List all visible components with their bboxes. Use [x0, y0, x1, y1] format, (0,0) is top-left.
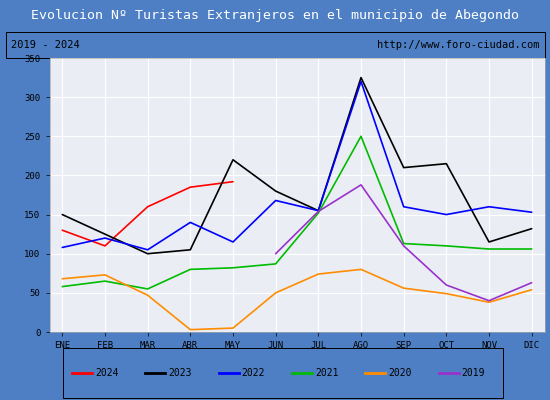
- Text: 2021: 2021: [315, 368, 338, 378]
- Text: 2024: 2024: [95, 368, 118, 378]
- Text: http://www.foro-ciudad.com: http://www.foro-ciudad.com: [377, 40, 539, 50]
- Text: 2020: 2020: [388, 368, 412, 378]
- Text: 2023: 2023: [168, 368, 192, 378]
- Text: 2019: 2019: [461, 368, 485, 378]
- Text: 2022: 2022: [241, 368, 265, 378]
- Text: 2019 - 2024: 2019 - 2024: [11, 40, 80, 50]
- Text: Evolucion Nº Turistas Extranjeros en el municipio de Abegondo: Evolucion Nº Turistas Extranjeros en el …: [31, 10, 519, 22]
